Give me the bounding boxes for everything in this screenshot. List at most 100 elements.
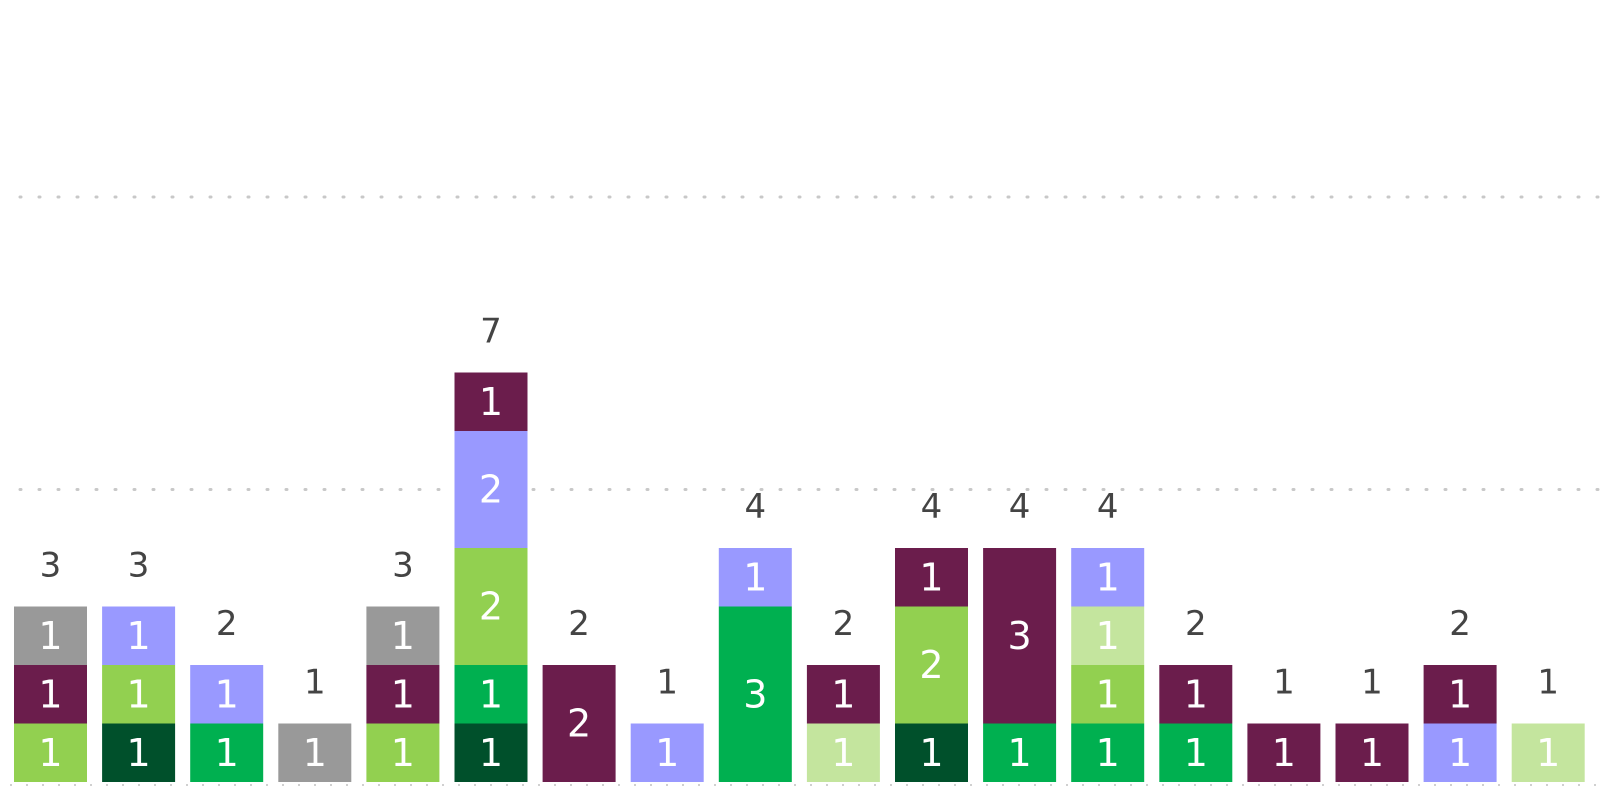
bar-10-total-label: 2 (833, 604, 855, 644)
bar-11-segment-3[interactable] (895, 548, 968, 607)
bar-14-segment-2[interactable] (1159, 665, 1233, 724)
bar-6-segment-1-label: 1 (479, 731, 503, 775)
bar-5[interactable]: 1 1 1 (366, 606, 440, 783)
bar-2[interactable]: 1 1 1 (102, 606, 176, 783)
bar-4-segment-1[interactable] (278, 723, 352, 783)
bar-6-segment-4-label: 2 (479, 468, 503, 512)
bar-7-segment-1-label: 2 (567, 702, 591, 746)
bar-18-total-label: 1 (1537, 663, 1559, 703)
bar-1-segment-3[interactable] (14, 606, 87, 666)
bar-11-segment-3-label: 1 (919, 555, 943, 599)
bar-6-segment-5[interactable] (454, 372, 528, 432)
bar-6-segment-5-label: 1 (479, 380, 503, 424)
bar-1[interactable]: 1 1 1 (14, 606, 87, 783)
bar-9-segment-1-label: 3 (743, 672, 767, 716)
bar-5-segment-2-label: 1 (391, 672, 415, 716)
bar-7-segment-1[interactable] (542, 665, 616, 782)
bar-12-segment-2-label: 3 (1008, 614, 1032, 658)
bar-4-total-label: 1 (304, 663, 326, 703)
bar-12[interactable]: 13 (983, 548, 1057, 783)
bar-13-segment-4[interactable] (1071, 548, 1145, 607)
bar-6-segment-2-label: 1 (479, 672, 503, 716)
bar-9-segment-2-label: 1 (743, 555, 767, 599)
bar-8[interactable]: 1 (630, 723, 704, 783)
bar-8-segment-1-label: 1 (655, 731, 679, 775)
bar-12-segment-1[interactable] (983, 723, 1057, 783)
bar-10[interactable]: 11 (806, 665, 880, 783)
bar-15-total-label: 1 (1273, 663, 1295, 703)
bar-3-segment-2[interactable] (190, 665, 264, 724)
bar-10-segment-1-label: 1 (831, 731, 855, 775)
bar-18[interactable]: 1 (1511, 723, 1585, 783)
bar-11-segment-2-label: 2 (919, 643, 943, 687)
bar-12-segment-2[interactable] (983, 548, 1057, 724)
bar-3-total-label: 2 (216, 604, 238, 644)
bar-17-total-label: 2 (1449, 604, 1471, 644)
bar-1-segment-3-label: 1 (38, 614, 62, 658)
bar-15-segment-1[interactable] (1247, 723, 1321, 783)
bar-14-segment-1[interactable] (1159, 723, 1233, 783)
bar-1-segment-2[interactable] (14, 665, 87, 724)
bar-13-segment-4-label: 1 (1096, 555, 1120, 599)
bar-10-segment-1[interactable] (806, 723, 880, 783)
bar-3-segment-1[interactable] (190, 723, 264, 783)
bar-14[interactable]: 11 (1159, 665, 1233, 783)
bar-6-segment-2[interactable] (454, 665, 528, 724)
bar-3-segment-2-label: 1 (215, 672, 239, 716)
bar-14-segment-2-label: 1 (1184, 672, 1208, 716)
bar-18-segment-1[interactable] (1511, 723, 1585, 783)
bar-2-segment-1[interactable] (102, 723, 176, 783)
bar-2-segment-1-label: 1 (127, 731, 151, 775)
bar-6-segment-3[interactable] (454, 548, 528, 665)
bar-17-segment-2[interactable] (1423, 665, 1497, 724)
bar-3[interactable]: 11 (190, 665, 264, 783)
bar-17[interactable]: 11 (1423, 665, 1497, 783)
bar-11-segment-1[interactable] (895, 723, 968, 783)
bar-17-segment-1[interactable] (1423, 723, 1497, 783)
bar-11-segment-1-label: 1 (919, 731, 943, 775)
bar-13-segment-1[interactable] (1071, 723, 1145, 783)
bar-15[interactable]: 1 (1247, 723, 1321, 783)
bar-13-segment-1-label: 1 (1096, 731, 1120, 775)
bar-13-segment-2-label: 1 (1096, 672, 1120, 716)
bar-9[interactable]: 31 (718, 548, 792, 783)
bar-4-segment-1-label: 1 (303, 731, 327, 775)
bar-2-segment-2[interactable] (102, 665, 176, 724)
bar-5-segment-1[interactable] (366, 723, 440, 783)
bar-14-total-label: 2 (1185, 604, 1207, 644)
bar-16-segment-1-label: 1 (1360, 731, 1384, 775)
bar-13-total-label: 4 (1097, 487, 1119, 527)
bar-6-segment-1[interactable] (454, 723, 528, 783)
bar-1-segment-1-label: 1 (38, 731, 62, 775)
bar-11[interactable]: 1 2 1 (895, 548, 968, 782)
bar-9-segment-1[interactable] (718, 606, 792, 783)
bar-6-segment-4[interactable] (454, 431, 528, 548)
total-labels: 3 3 2 1 3 7 2 1 4 2 4 4 4 2 1 1 2 1 (40, 312, 1559, 703)
bar-1-segment-1[interactable] (14, 723, 87, 783)
bar-16[interactable]: 1 (1335, 723, 1409, 783)
bar-11-segment-2[interactable] (895, 606, 968, 724)
bar-10-segment-2[interactable] (806, 665, 880, 724)
bar-13-segment-3[interactable] (1071, 606, 1145, 666)
bar-6-total-label: 7 (480, 312, 502, 352)
bar-5-total-label: 3 (392, 546, 414, 586)
bar-5-segment-3[interactable] (366, 606, 440, 666)
bar-12-total-label: 4 (1009, 487, 1031, 527)
bar-13-segment-2[interactable] (1071, 665, 1145, 724)
bar-6[interactable]: 1 1 2 2 1 (454, 372, 528, 783)
bar-15-segment-1-label: 1 (1272, 731, 1296, 775)
bar-2-segment-3[interactable] (102, 606, 176, 666)
bar-7[interactable]: 2 (542, 665, 616, 782)
bar-7-total-label: 2 (568, 604, 590, 644)
bar-9-segment-2[interactable] (718, 548, 792, 607)
bar-16-segment-1[interactable] (1335, 723, 1409, 783)
bar-5-segment-2[interactable] (366, 665, 440, 724)
bar-4[interactable]: 1 (278, 723, 352, 783)
bar-18-segment-1-label: 1 (1536, 731, 1560, 775)
bar-8-segment-1[interactable] (630, 723, 704, 783)
bar-5-segment-3-label: 1 (391, 614, 415, 658)
bar-13[interactable]: 1 1 1 1 (1071, 548, 1145, 783)
